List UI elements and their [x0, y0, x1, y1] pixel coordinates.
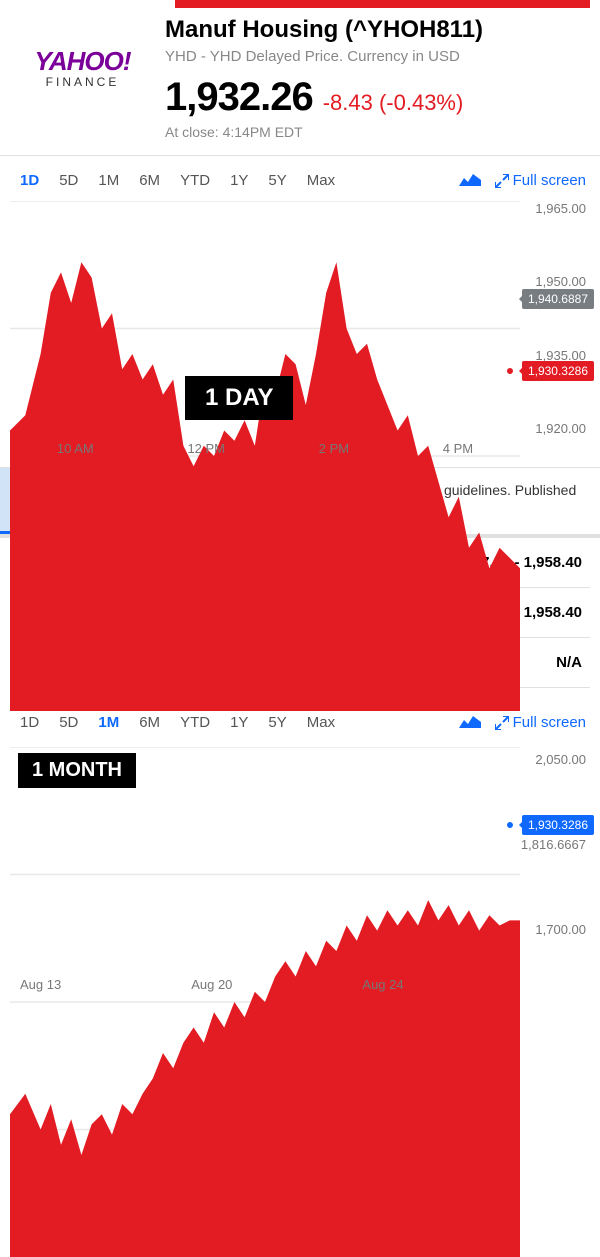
tab-ytd[interactable]: YTD: [170, 708, 220, 737]
y-label: 1,920.00: [520, 421, 586, 436]
expand-icon: [495, 174, 509, 188]
ticker-subtitle: YHD - YHD Delayed Price. Currency in USD: [165, 48, 590, 65]
chart-type-icon[interactable]: [449, 172, 491, 190]
tab-1y[interactable]: 1Y: [220, 708, 258, 737]
close-time: At close: 4:14PM EDT: [165, 124, 590, 140]
price-row: 1,932.26 -8.43 (-0.43%): [165, 75, 590, 120]
chart1-y-axis: 1,965.00 1,950.00 1,935.00 1,920.00: [520, 201, 590, 436]
fullscreen-button[interactable]: Full screen: [491, 166, 590, 195]
y-label: 2,050.00: [520, 752, 586, 767]
x-label: Aug 13: [20, 977, 61, 997]
price-change: -8.43 (-0.43%): [323, 90, 464, 116]
quote-info: Manuf Housing (^YHOH811) YHD - YHD Delay…: [165, 16, 590, 140]
tab-5y[interactable]: 5Y: [258, 708, 296, 737]
tab-max[interactable]: Max: [297, 708, 345, 737]
tab-1d[interactable]: 1D: [10, 708, 49, 737]
chart-type-icon[interactable]: [449, 714, 491, 732]
chart1-badge: 1 DAY: [185, 376, 293, 420]
tab-1m[interactable]: 1M: [88, 708, 129, 737]
current-price-marker: 1,930.3286: [522, 361, 594, 381]
fullscreen-label: Full screen: [513, 714, 586, 731]
tab-1y[interactable]: 1Y: [220, 166, 258, 195]
x-label: Aug 20: [191, 977, 232, 997]
y-label: 1,965.00: [520, 201, 586, 216]
x-label: 12 PM: [187, 441, 225, 461]
ticker-title: Manuf Housing (^YHOH811): [165, 16, 590, 44]
previous-close-marker: 1,940.6887: [522, 289, 594, 309]
fullscreen-button[interactable]: Full screen: [491, 708, 590, 737]
tab-6m[interactable]: 6M: [129, 166, 170, 195]
y-label: 1,950.00: [520, 274, 586, 289]
fullscreen-label: Full screen: [513, 172, 586, 189]
stat-value: N/A: [556, 654, 582, 671]
quote-header: YAHOO! FINANCE Manuf Housing (^YHOH811) …: [0, 16, 600, 156]
tab-ytd[interactable]: YTD: [170, 166, 220, 195]
x-label: 10 AM: [57, 441, 94, 461]
yahoo-logo: YAHOO! FINANCE: [10, 16, 165, 140]
chart2-container: 2,050.00 1,816.6667 1,700.00 1,930.3286 …: [0, 737, 600, 997]
tab-1d[interactable]: 1D: [10, 166, 49, 195]
tab-1m[interactable]: 1M: [88, 166, 129, 195]
tab-6m[interactable]: 6M: [129, 708, 170, 737]
chart2-area[interactable]: 2,050.00 1,816.6667 1,700.00 1,930.3286 …: [10, 747, 590, 997]
chart2-x-axis: Aug 13 Aug 20 Aug 24: [10, 977, 520, 997]
tab-max[interactable]: Max: [297, 166, 345, 195]
tab-5y[interactable]: 5Y: [258, 166, 296, 195]
chart2-y-axis: 2,050.00 1,816.6667 1,700.00: [520, 747, 590, 972]
chart1-container: 1,965.00 1,950.00 1,935.00 1,920.00 1,94…: [0, 195, 600, 467]
chart2-svg: [10, 747, 520, 1257]
price-value: 1,932.26: [165, 75, 313, 120]
chart1-x-axis: 10 AM 12 PM 2 PM 4 PM: [10, 441, 520, 461]
logo-sub: FINANCE: [10, 75, 155, 89]
y-label: 1,700.00: [520, 922, 586, 937]
chart1-tabs: 1D 5D 1M 6M YTD 1Y 5Y Max Full screen: [0, 156, 600, 195]
y-label: 1,816.6667: [520, 837, 586, 852]
expand-icon: [495, 716, 509, 730]
x-label: Aug 24: [362, 977, 403, 997]
logo-main: YAHOO!: [10, 46, 155, 77]
x-label: 4 PM: [443, 441, 473, 461]
current-price-marker: 1,930.3286: [522, 815, 594, 835]
tab-5d[interactable]: 5D: [49, 708, 88, 737]
chart2-badge: 1 MONTH: [18, 753, 136, 788]
x-label: 2 PM: [319, 441, 349, 461]
chart1-area[interactable]: 1,965.00 1,950.00 1,935.00 1,920.00 1,94…: [10, 201, 590, 461]
top-accent-bar: [175, 0, 590, 8]
tab-5d[interactable]: 5D: [49, 166, 88, 195]
